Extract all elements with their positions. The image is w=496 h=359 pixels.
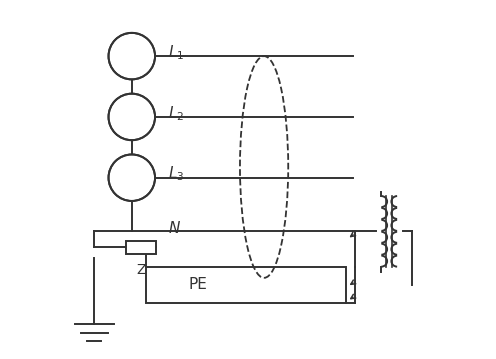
- Circle shape: [109, 154, 155, 201]
- Text: Z: Z: [136, 263, 145, 277]
- Text: $L_1$: $L_1$: [168, 43, 184, 62]
- Circle shape: [109, 94, 155, 140]
- Text: PE: PE: [189, 278, 208, 293]
- Bar: [125, 241, 156, 254]
- Text: $N$: $N$: [168, 220, 181, 236]
- Text: $L_3$: $L_3$: [168, 165, 184, 183]
- Circle shape: [109, 33, 155, 79]
- Text: $L_2$: $L_2$: [168, 104, 184, 123]
- Bar: [146, 267, 346, 303]
